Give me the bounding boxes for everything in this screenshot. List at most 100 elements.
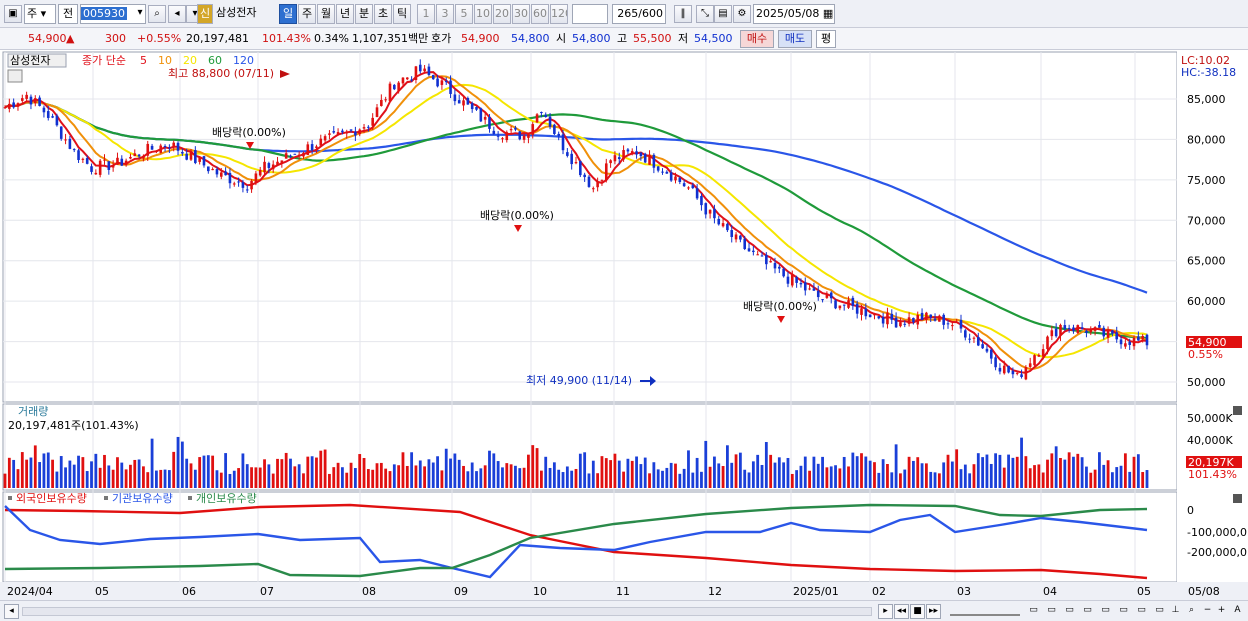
candle-body — [388, 83, 392, 102]
volume-bar — [531, 445, 535, 488]
chart-icon[interactable]: ▣ — [4, 5, 22, 23]
buy-button[interactable]: 매수 — [740, 30, 774, 48]
volume-bar — [717, 463, 721, 488]
gear-icon[interactable]: ⚙ — [733, 5, 751, 23]
candle-body — [1054, 328, 1058, 337]
candle-body — [959, 319, 963, 329]
period-tab-1[interactable]: 주 — [298, 4, 316, 24]
calendar-icon[interactable]: ▦ — [822, 7, 834, 20]
period-tab-4[interactable]: 분 — [355, 4, 373, 24]
period-tab-5[interactable]: 초 — [374, 4, 392, 24]
volume-bar — [574, 468, 578, 488]
market-select[interactable]: 주 ▾ — [24, 4, 56, 24]
number-tab-20[interactable]: 20 — [493, 4, 511, 24]
rewind-icon[interactable]: ◂◂ — [894, 604, 909, 619]
period-tab-0[interactable]: 일 — [279, 4, 297, 24]
close-volume-icon[interactable] — [1233, 406, 1242, 415]
volume-bar — [1119, 465, 1123, 488]
chart-area[interactable]: 삼성전자 종가 단순 5 10 20 60 120 최고 88,800 (07/11) … — [0, 50, 1248, 600]
volume-bar — [1072, 456, 1075, 488]
volume-bar — [587, 473, 591, 488]
zoom-icon-5[interactable]: ▭ — [1101, 605, 1110, 615]
volume-bar — [129, 464, 132, 488]
number-tab-30[interactable]: 30 — [512, 4, 530, 24]
candle-body — [522, 135, 526, 140]
auto-icon[interactable]: A — [1234, 605, 1241, 615]
minus-icon[interactable]: − — [1203, 605, 1212, 615]
candle-body — [431, 75, 435, 80]
sell-button[interactable]: 매도 — [778, 30, 812, 48]
save-icon[interactable]: ▤ — [714, 5, 732, 23]
fast-forward-icon[interactable]: ▸▸ — [926, 604, 941, 619]
volume-bar — [976, 453, 980, 488]
period-tab-2[interactable]: 월 — [317, 4, 335, 24]
scroll-left-icon[interactable]: ◂ — [4, 604, 19, 619]
zoom-icon-6[interactable]: ▭ — [1119, 605, 1128, 615]
zoom-icon-1[interactable]: ▭ — [1029, 605, 1038, 615]
current-price-pct: 0.55% — [1188, 348, 1223, 361]
candle-body — [639, 152, 643, 157]
candle-body — [319, 138, 323, 146]
stop-icon[interactable]: ■ — [910, 604, 925, 619]
candle-icon[interactable]: ‖ — [674, 5, 692, 23]
grid-toggle-icon[interactable] — [7, 69, 23, 83]
volume-bar — [1028, 468, 1032, 488]
zoom-slider[interactable] — [950, 606, 1020, 616]
chevron-down-icon[interactable]: ▾ — [137, 7, 143, 18]
candle-body — [574, 162, 578, 164]
prev-button[interactable]: 전 — [58, 4, 78, 24]
chart-svg[interactable]: 삼성전자 종가 단순 5 10 20 60 120 최고 88,800 (07/11) … — [0, 50, 1248, 600]
candle-body — [661, 171, 664, 173]
zoom-out-icon[interactable]: ⌕ — [1188, 605, 1195, 615]
candle-body — [803, 282, 807, 291]
candle-body — [514, 127, 517, 130]
empty-select[interactable] — [572, 4, 608, 24]
count-field[interactable]: 265/600 — [612, 4, 666, 24]
volume-bar — [907, 456, 911, 488]
volume-bar — [812, 456, 816, 488]
candle-body — [778, 266, 781, 269]
candle-body — [682, 183, 686, 187]
candle-body — [8, 103, 11, 109]
volume-bar — [803, 456, 807, 488]
candle-body — [462, 100, 465, 106]
number-tab-120[interactable]: 120 — [550, 4, 568, 24]
stock-name-box — [7, 53, 67, 68]
volume-bar — [293, 466, 297, 488]
close-holding-icon[interactable] — [1233, 494, 1242, 503]
volume-bar — [85, 471, 89, 488]
volume-bar — [730, 462, 734, 488]
volume-bar — [55, 471, 59, 488]
number-tab-3[interactable]: 3 — [436, 4, 454, 24]
horizontal-scrollbar[interactable] — [22, 607, 872, 616]
speaker-icon[interactable]: ◂ — [168, 5, 186, 23]
number-tab-1[interactable]: 1 — [417, 4, 435, 24]
search-icon[interactable]: ⌕ — [148, 5, 166, 23]
volume-bar — [665, 467, 669, 488]
number-tab-5[interactable]: 5 — [455, 4, 473, 24]
number-tab-10[interactable]: 10 — [474, 4, 492, 24]
plus-icon[interactable]: + — [1217, 605, 1226, 615]
crosshair-icon[interactable]: ⊥ — [1171, 605, 1180, 615]
volume-bar — [539, 470, 543, 488]
zoom-icon-7[interactable]: ▭ — [1137, 605, 1146, 615]
price-tick: 70,000 — [1187, 214, 1226, 227]
candle-body — [1102, 327, 1106, 337]
candle-body — [929, 314, 933, 318]
zoom-icon-8[interactable]: ▭ — [1155, 605, 1164, 615]
number-tab-60[interactable]: 60 — [531, 4, 549, 24]
period-tab-3[interactable]: 년 — [336, 4, 354, 24]
eval-button[interactable]: 평 — [816, 30, 836, 48]
volume-bar — [505, 463, 509, 488]
zoom-icon-2[interactable]: ▭ — [1047, 605, 1056, 615]
zoom-icon-3[interactable]: ▭ — [1065, 605, 1074, 615]
code-input[interactable]: 005930 — [80, 4, 146, 24]
period-tab-6[interactable]: 틱 — [393, 4, 411, 24]
new-badge: 신 — [197, 4, 213, 24]
date-field[interactable]: 2025/05/08 ▦ — [753, 4, 835, 24]
play-icon[interactable]: ▸ — [878, 604, 893, 619]
zoom-icon-4[interactable]: ▭ — [1083, 605, 1092, 615]
draw-icon[interactable]: ⤡ — [696, 5, 714, 23]
candle-body — [609, 160, 612, 164]
candle-body — [345, 131, 349, 134]
